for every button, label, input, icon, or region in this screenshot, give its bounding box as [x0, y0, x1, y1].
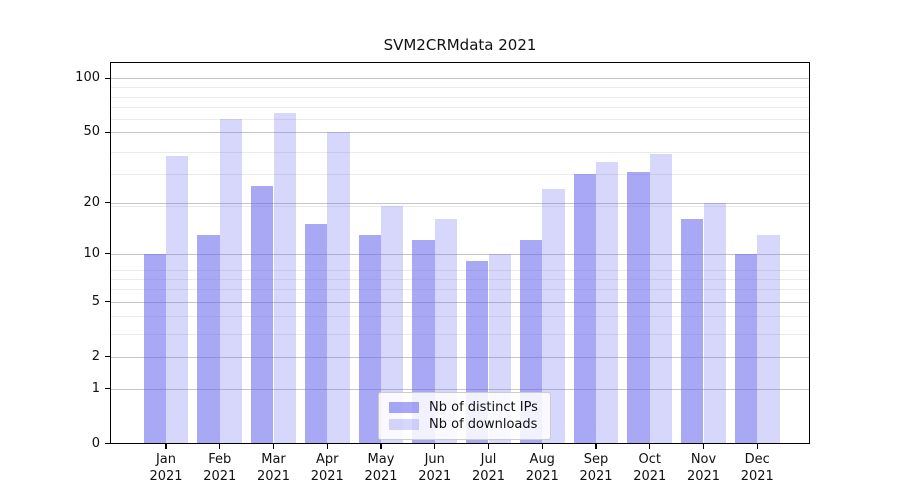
y-tick-mark-1	[105, 388, 110, 390]
gridline-minor-19	[110, 206, 810, 208]
gridline-minor-29	[110, 174, 810, 176]
x-tick-mark-oct	[649, 443, 651, 449]
y-tick-label-10: 10	[83, 245, 100, 261]
x-tick-mark-jul	[487, 443, 490, 449]
gridline-major-2	[110, 356, 810, 358]
bar-downloads-apr	[327, 132, 350, 444]
bar-distinct-ips-jan	[143, 253, 166, 444]
gridline-major-50	[110, 132, 810, 134]
x-tick-label-may: May 2021	[364, 452, 398, 484]
gridline-minor-4	[110, 316, 810, 318]
y-tick-label-0: 0	[91, 435, 100, 451]
bar-downloads-aug	[542, 188, 565, 444]
y-tick-mark-100	[105, 77, 110, 79]
plot-area	[110, 62, 810, 444]
x-tick-mark-apr	[326, 443, 328, 449]
bar-distinct-ips-sep	[573, 174, 596, 444]
gridline-minor-6	[110, 289, 810, 291]
y-tick-mark-5	[105, 301, 110, 303]
x-tick-label-nov: Nov 2021	[686, 452, 721, 484]
x-tick-label-jun: Jun 2021	[418, 452, 452, 484]
gridline-minor-7	[110, 278, 810, 280]
bar-downloads-sep	[596, 162, 619, 444]
x-tick-mark-dec	[756, 443, 758, 449]
x-tick-label-apr: Apr 2021	[310, 452, 344, 484]
gridline-major-20	[110, 202, 810, 204]
y-tick-label-100: 100	[75, 70, 100, 86]
bar-downloads-dec	[757, 234, 780, 444]
bar-downloads-oct	[649, 153, 673, 444]
x-tick-label-feb: Feb 2021	[203, 452, 237, 484]
bar-downloads-mar	[273, 113, 296, 444]
y-tick-label-2: 2	[91, 348, 100, 364]
x-tick-label-aug: Aug 2021	[525, 452, 559, 484]
bar-distinct-ips-feb	[197, 234, 220, 444]
y-tick-mark-20	[105, 201, 110, 204]
x-tick-mark-sep	[595, 443, 597, 449]
chart-title: SVM2CRMdata 2021	[383, 36, 537, 54]
gridline-minor-8	[110, 269, 810, 271]
legend-item-distinct-ips: Nb of distinct IPs	[389, 399, 538, 416]
bar-downloads-jun	[434, 219, 458, 444]
bar-downloads-nov	[703, 202, 726, 444]
x-tick-label-sep: Sep 2021	[579, 452, 613, 484]
y-tick-mark-2	[105, 355, 110, 358]
legend: Nb of distinct IPs Nb of downloads	[378, 392, 551, 440]
legend-label-distinct-ips: Nb of distinct IPs	[429, 400, 538, 415]
y-tick-label-20: 20	[83, 194, 100, 210]
gridline-major-10	[110, 253, 810, 255]
gridline-major-1	[110, 388, 810, 390]
legend-item-downloads: Nb of downloads	[389, 416, 538, 433]
x-tick-mark-aug	[541, 443, 543, 449]
y-tick-label-5: 5	[91, 293, 100, 309]
gridline-major-100	[110, 78, 810, 80]
gridline-minor-59	[110, 119, 810, 121]
y-tick-mark-10	[105, 253, 110, 255]
bar-distinct-ips-mar	[251, 185, 274, 444]
x-tick-label-jul: Jul 2021	[471, 452, 506, 484]
bar-distinct-ips-oct	[627, 171, 650, 444]
gridline-minor-39	[110, 151, 810, 153]
bar-downloads-jan	[166, 155, 189, 444]
y-tick-mark-50	[105, 131, 110, 133]
x-tick-label-oct: Oct 2021	[633, 452, 667, 484]
y-tick-label-50: 50	[83, 124, 100, 140]
x-tick-label-dec: Dec 2021	[740, 452, 774, 484]
bar-downloads-feb	[219, 119, 243, 444]
x-tick-label-mar: Mar 2021	[256, 452, 291, 484]
legend-label-downloads: Nb of downloads	[429, 417, 538, 432]
x-tick-mark-jan	[165, 443, 167, 449]
x-tick-mark-jun	[434, 443, 436, 449]
x-tick-label-jan: Jan 2021	[149, 452, 183, 484]
bar-distinct-ips-apr	[304, 224, 328, 444]
bar-distinct-ips-may	[358, 234, 381, 444]
legend-swatch-distinct-ips	[389, 402, 419, 413]
gridline-major-5	[110, 301, 810, 303]
x-tick-mark-mar	[272, 443, 275, 449]
gridline-minor-69	[110, 107, 810, 109]
gridline-minor-3	[110, 333, 810, 335]
legend-swatch-downloads	[389, 419, 419, 430]
bar-downloads-may	[381, 206, 404, 444]
y-tick-label-1: 1	[91, 380, 100, 396]
gridline-minor-79	[110, 96, 810, 98]
bar-distinct-ips-dec	[734, 253, 758, 444]
x-tick-mark-feb	[219, 443, 221, 449]
gridline-minor-89	[110, 87, 810, 89]
bar-distinct-ips-nov	[681, 219, 704, 444]
y-tick-mark-0	[105, 442, 110, 445]
x-tick-mark-may	[380, 443, 382, 449]
x-tick-mark-nov	[702, 443, 705, 449]
